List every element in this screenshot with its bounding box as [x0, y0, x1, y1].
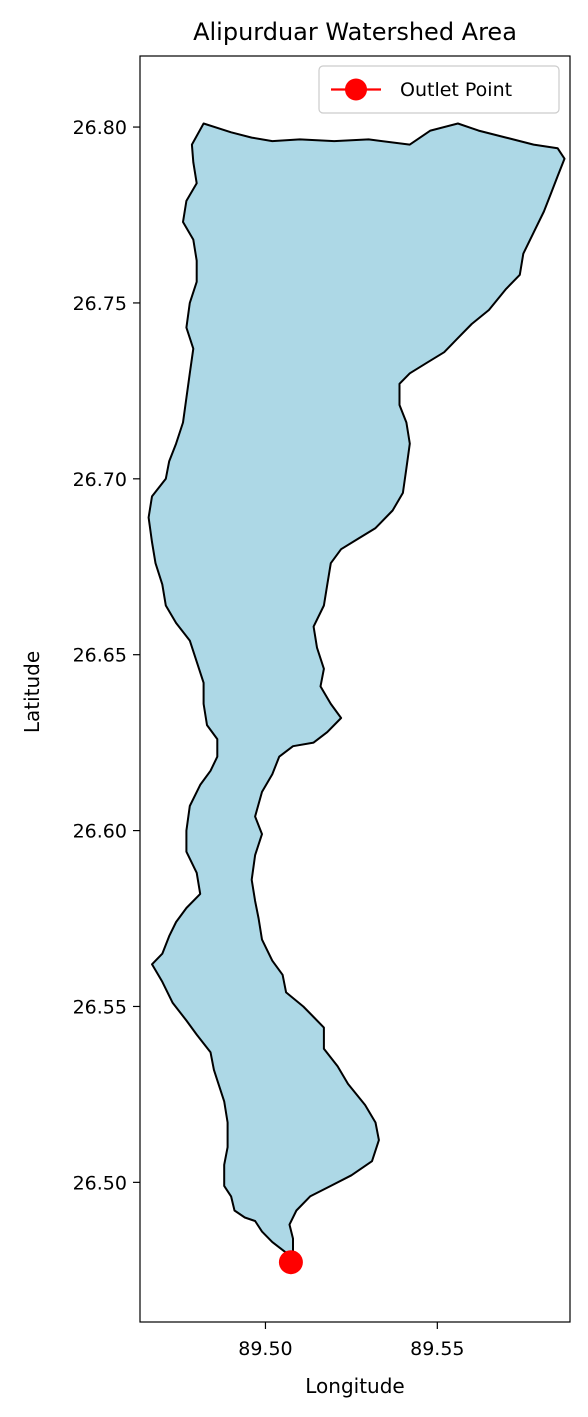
y-tick-label: 26.70: [73, 469, 127, 491]
y-tick-label: 26.65: [73, 645, 127, 667]
legend-box: [318, 65, 560, 114]
point-layer: [278, 1250, 303, 1275]
y-tick-label: 26.60: [73, 821, 127, 843]
y-tick-label: 26.75: [73, 293, 127, 315]
legend-label-outlet-point: Outlet Point: [400, 79, 512, 101]
watershed-polygon: [147, 122, 566, 1254]
outlet-point-marker: [278, 1250, 303, 1275]
y-tick-label: 26.50: [73, 1172, 127, 1194]
legend: Outlet Point: [318, 65, 560, 114]
shape-layer: [147, 122, 566, 1254]
chart-title: Alipurduar Watershed Area: [193, 18, 517, 46]
y-axis-label: Latitude: [20, 651, 44, 733]
y-tick-label: 26.55: [73, 996, 127, 1018]
x-tick-label: 89.50: [238, 1338, 292, 1360]
x-tick-label: 89.55: [410, 1338, 464, 1360]
axes-layer: 89.50 89.55 26.50 26.55 26.60 26.65 26.70 26.75…: [73, 117, 465, 1360]
axes-frame: [139, 55, 571, 1323]
legend-marker-swatch: [345, 78, 367, 101]
y-tick-label: 26.80: [73, 117, 127, 139]
x-axis-label: Longitude: [305, 1374, 404, 1398]
